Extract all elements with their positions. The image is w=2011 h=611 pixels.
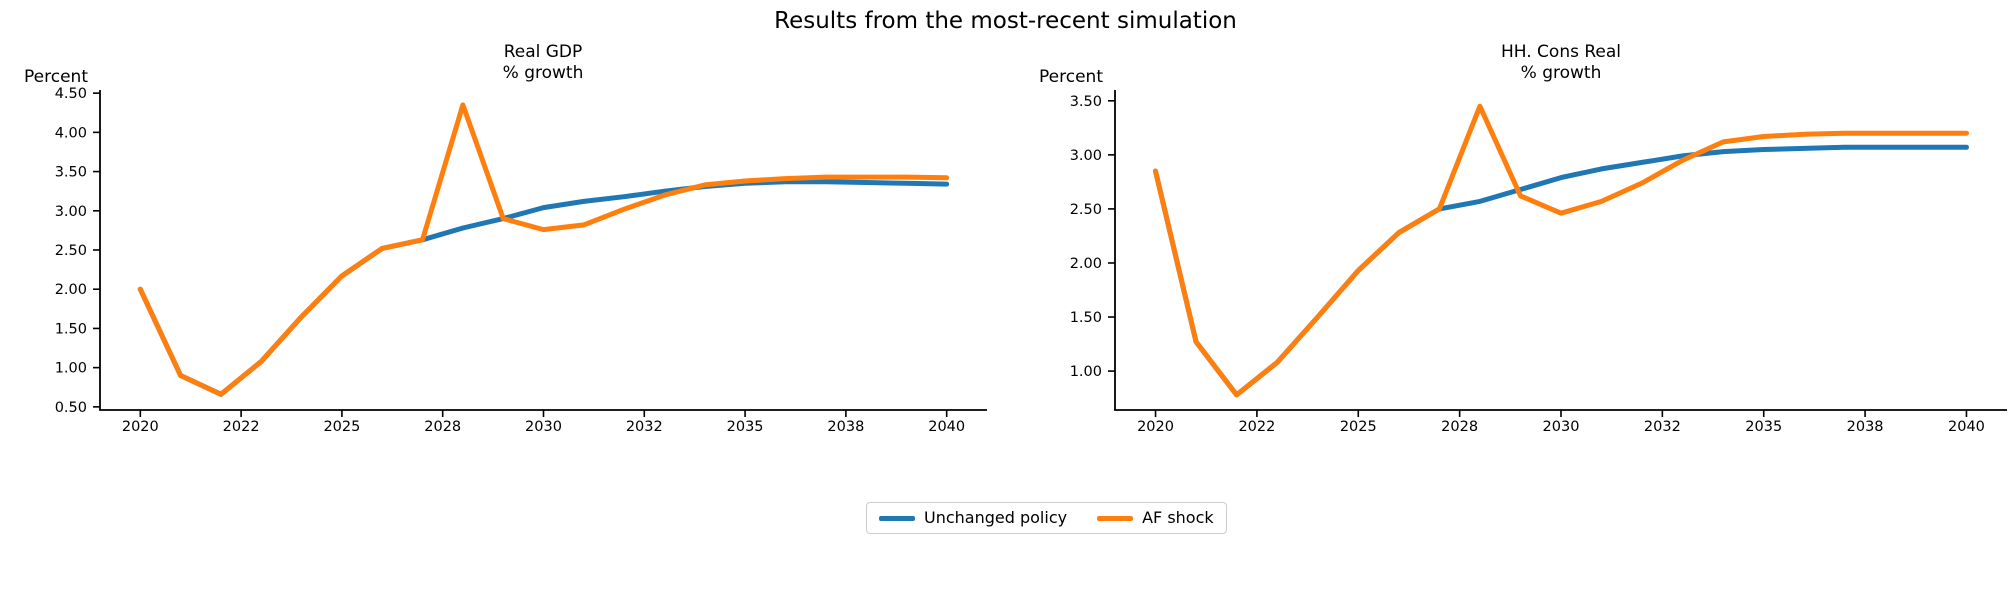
x-tick-label: 2028 (424, 419, 461, 435)
y-tick-label: 3.50 (1070, 94, 1102, 110)
y-tick-label: 2.00 (1070, 256, 1102, 272)
x-tick-label: 2028 (1441, 419, 1478, 435)
y-tick-label: 3.00 (55, 204, 87, 220)
legend-item-unchanged-policy: Unchanged policy (879, 509, 1067, 527)
chart-title-real-gdp: Real GDP % growth (503, 42, 584, 84)
y-tick-label: 4.50 (55, 86, 87, 102)
y-tick-label: 4.00 (55, 125, 87, 141)
figure-title: Results from the most-recent simulation (774, 8, 1237, 34)
y-tick-label: 0.50 (55, 400, 87, 416)
y-axis-label-percent-left: Percent (24, 67, 88, 87)
x-tick-label: 2035 (727, 419, 764, 435)
y-tick-label: 1.50 (1070, 310, 1102, 326)
x-tick-label: 2032 (626, 419, 663, 435)
x-tick-label: 2022 (223, 419, 260, 435)
x-tick-label: 2032 (1644, 419, 1681, 435)
x-tick-label: 2030 (1543, 419, 1580, 435)
legend-item-af-shock: AF shock (1097, 509, 1214, 527)
x-tick-label: 2038 (827, 419, 864, 435)
legend-label-unchanged-policy: Unchanged policy (924, 508, 1068, 527)
x-tick-label: 2030 (525, 419, 562, 435)
x-tick-label: 2025 (1340, 419, 1377, 435)
y-tick-label: 2.00 (55, 282, 87, 298)
x-tick-label: 2020 (1137, 419, 1174, 435)
legend-line-sample-unchanged-policy (879, 515, 915, 521)
legend-line-sample-af-shock (1097, 515, 1134, 521)
x-tick-label: 2022 (1238, 419, 1275, 435)
chart-title-line2: % growth (502, 63, 584, 83)
chart-title-line1: Real GDP (503, 42, 583, 62)
series-line-af-shock (137, 102, 950, 397)
x-tick-label: 2038 (1847, 419, 1884, 435)
x-tick-label: 2040 (1948, 419, 1985, 435)
chart-title-line2: % growth (1520, 63, 1602, 83)
series-line-unchanged-policy (1153, 144, 1969, 398)
y-tick-label: 3.00 (1070, 148, 1102, 164)
x-tick-label: 2040 (928, 419, 965, 435)
chart-title-hh-cons-real: HH. Cons Real % growth (1501, 42, 1621, 84)
y-tick-label: 2.50 (1070, 202, 1102, 218)
y-tick-label: 1.00 (1070, 364, 1102, 380)
series-line-af-shock (1153, 103, 1969, 398)
legend-box: Unchanged policy AF shock (866, 502, 1227, 534)
x-tick-label: 2035 (1745, 419, 1782, 435)
y-tick-label: 1.00 (55, 361, 87, 377)
y-tick-label: 1.50 (55, 321, 87, 337)
x-tick-label: 2020 (122, 419, 159, 435)
y-axis-label-percent-right: Percent (1039, 67, 1103, 87)
legend-label-af-shock: AF shock (1142, 508, 1214, 527)
y-tick-label: 3.50 (55, 165, 87, 181)
chart-title-line1: HH. Cons Real (1500, 42, 1622, 62)
x-tick-label: 2025 (323, 419, 360, 435)
y-tick-label: 2.50 (55, 243, 87, 259)
